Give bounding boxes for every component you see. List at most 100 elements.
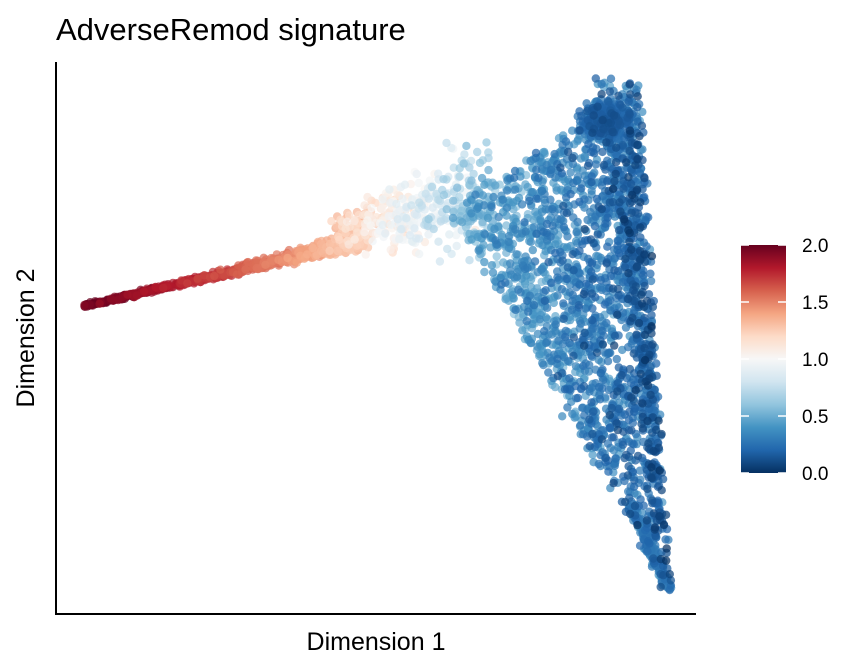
- scatter-point: [599, 375, 608, 385]
- scatter-point: [573, 393, 583, 403]
- scatter-point: [627, 393, 636, 402]
- scatter-point: [427, 182, 437, 192]
- scatter-point: [610, 331, 620, 341]
- scatter-point: [514, 193, 524, 203]
- scatter-point: [633, 140, 642, 150]
- scatter-point: [624, 269, 633, 278]
- scatter-point: [636, 198, 645, 207]
- scatter-point: [563, 232, 572, 241]
- scatter-point: [611, 454, 620, 463]
- scatter-point: [586, 267, 596, 276]
- scatter-point: [633, 102, 642, 112]
- scatter-point: [625, 364, 635, 374]
- scatter-point: [511, 225, 520, 234]
- scatter-point: [602, 318, 611, 328]
- scatter-point: [657, 486, 666, 495]
- scatter-point: [455, 172, 464, 181]
- scatter-point: [522, 317, 531, 326]
- scatter-point: [535, 350, 544, 359]
- scatter-point: [647, 474, 656, 483]
- scatter-point: [518, 326, 527, 335]
- scatter-point: [499, 258, 508, 267]
- scatter-point: [183, 279, 192, 288]
- scatter-point: [627, 208, 636, 218]
- scatter-point: [619, 215, 629, 224]
- scatter-point: [625, 110, 634, 119]
- scatter-point: [635, 541, 645, 550]
- scatter-point: [637, 299, 647, 308]
- scatter-point: [475, 158, 485, 168]
- scatter-point: [412, 234, 421, 243]
- scatter-point: [342, 217, 352, 226]
- scatter-point: [303, 250, 312, 259]
- scatter-point: [594, 383, 604, 392]
- scatter-point: [625, 126, 635, 135]
- scatter-point: [596, 283, 605, 292]
- scatter-point: [655, 512, 664, 521]
- scatter-point: [533, 268, 542, 277]
- scatter-point: [614, 249, 624, 258]
- scatter-point: [234, 261, 243, 270]
- scatter-point: [643, 484, 652, 494]
- scatter-point: [614, 91, 623, 101]
- scatter-point: [662, 544, 671, 553]
- scatter-point: [583, 215, 592, 225]
- scatter-point: [524, 307, 533, 316]
- scatter-point: [544, 258, 553, 267]
- scatter-point: [488, 268, 498, 277]
- scatter-point: [353, 228, 362, 237]
- colorbar: 2.0 1.5 1.0 0.5 0.0: [741, 236, 828, 485]
- scatter-point: [412, 169, 421, 179]
- scatter-point: [633, 520, 642, 530]
- scatter-point: [487, 261, 497, 270]
- scatter-point: [506, 266, 515, 275]
- scatter-point: [533, 329, 543, 339]
- scatter-point: [613, 241, 622, 251]
- scatter-point: [551, 320, 560, 329]
- scatter-point: [510, 166, 520, 176]
- scatter-point: [610, 341, 619, 350]
- scatter-point: [569, 213, 578, 222]
- scatter-point: [580, 328, 589, 338]
- scatter-point: [598, 116, 607, 125]
- scatter-point: [506, 259, 515, 268]
- scatter-point: [625, 146, 634, 155]
- scatter-point: [631, 386, 640, 395]
- scatter-point: [591, 160, 601, 169]
- scatter-point: [608, 184, 618, 193]
- scatter-point: [587, 289, 597, 298]
- scatter-point: [467, 235, 476, 244]
- scatter-point: [193, 274, 202, 283]
- scatter-point: [615, 198, 624, 207]
- scatter-point: [546, 195, 555, 204]
- scatter-point: [504, 237, 513, 247]
- scatter-point: [605, 423, 615, 432]
- scatter-point: [585, 442, 594, 451]
- scatter-point: [627, 426, 636, 435]
- scatter-point: [590, 221, 600, 231]
- colorbar-ticks: 2.0 1.5 1.0 0.5 0.0: [741, 236, 828, 485]
- scatter-point: [544, 368, 553, 377]
- scatter-point: [541, 286, 550, 295]
- scatter-point: [640, 173, 649, 183]
- scatter-point: [480, 230, 490, 239]
- scatter-point: [568, 126, 577, 135]
- scatter-point: [626, 509, 635, 519]
- scatter-point: [612, 419, 621, 428]
- scatter-point: [597, 90, 606, 99]
- scatter-point: [649, 554, 658, 563]
- scatter-point: [395, 235, 404, 244]
- scatter-point: [515, 318, 524, 327]
- scatter-point: [636, 495, 645, 504]
- scatter-point: [628, 439, 637, 448]
- scatter-point: [624, 226, 633, 235]
- scatter-point: [579, 290, 588, 299]
- scatter-point: [563, 356, 573, 366]
- scatter-point: [392, 199, 401, 209]
- scatter-point: [467, 209, 476, 218]
- scatter-point: [523, 263, 532, 273]
- scatter-point: [610, 266, 619, 275]
- scatter-point: [540, 296, 549, 305]
- scatter-point: [539, 227, 548, 236]
